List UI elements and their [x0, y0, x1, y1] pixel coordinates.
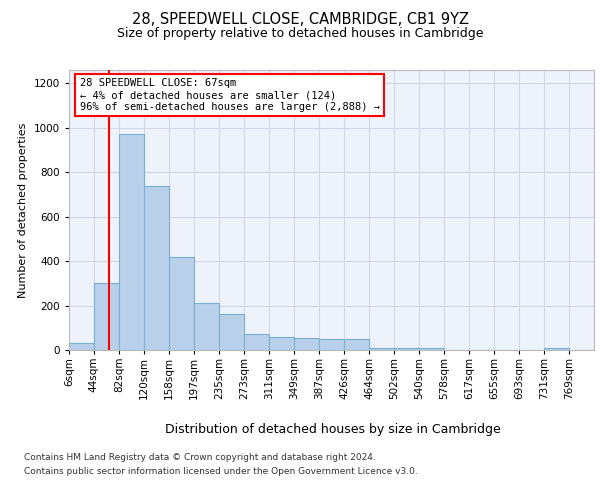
Bar	[294, 338, 319, 350]
Bar	[394, 348, 419, 350]
Bar	[219, 314, 244, 350]
Bar	[319, 339, 344, 350]
Bar	[194, 304, 219, 350]
Text: 28, SPEEDWELL CLOSE, CAMBRIDGE, CB1 9YZ: 28, SPEEDWELL CLOSE, CAMBRIDGE, CB1 9YZ	[131, 12, 469, 28]
Text: Contains HM Land Registry data © Crown copyright and database right 2024.: Contains HM Land Registry data © Crown c…	[24, 454, 376, 462]
Bar	[369, 348, 394, 350]
Bar	[269, 336, 294, 350]
Bar	[69, 344, 94, 350]
Bar	[419, 348, 444, 350]
Bar	[94, 284, 119, 350]
Bar	[119, 134, 144, 350]
Bar	[144, 186, 169, 350]
Text: 28 SPEEDWELL CLOSE: 67sqm
← 4% of detached houses are smaller (124)
96% of semi-: 28 SPEEDWELL CLOSE: 67sqm ← 4% of detach…	[79, 78, 380, 112]
Text: Contains public sector information licensed under the Open Government Licence v3: Contains public sector information licen…	[24, 467, 418, 476]
Text: Distribution of detached houses by size in Cambridge: Distribution of detached houses by size …	[165, 422, 501, 436]
Bar	[244, 334, 269, 350]
Bar	[544, 348, 569, 350]
Bar	[344, 339, 369, 350]
Y-axis label: Number of detached properties: Number of detached properties	[18, 122, 28, 298]
Bar	[169, 256, 194, 350]
Text: Size of property relative to detached houses in Cambridge: Size of property relative to detached ho…	[117, 28, 483, 40]
